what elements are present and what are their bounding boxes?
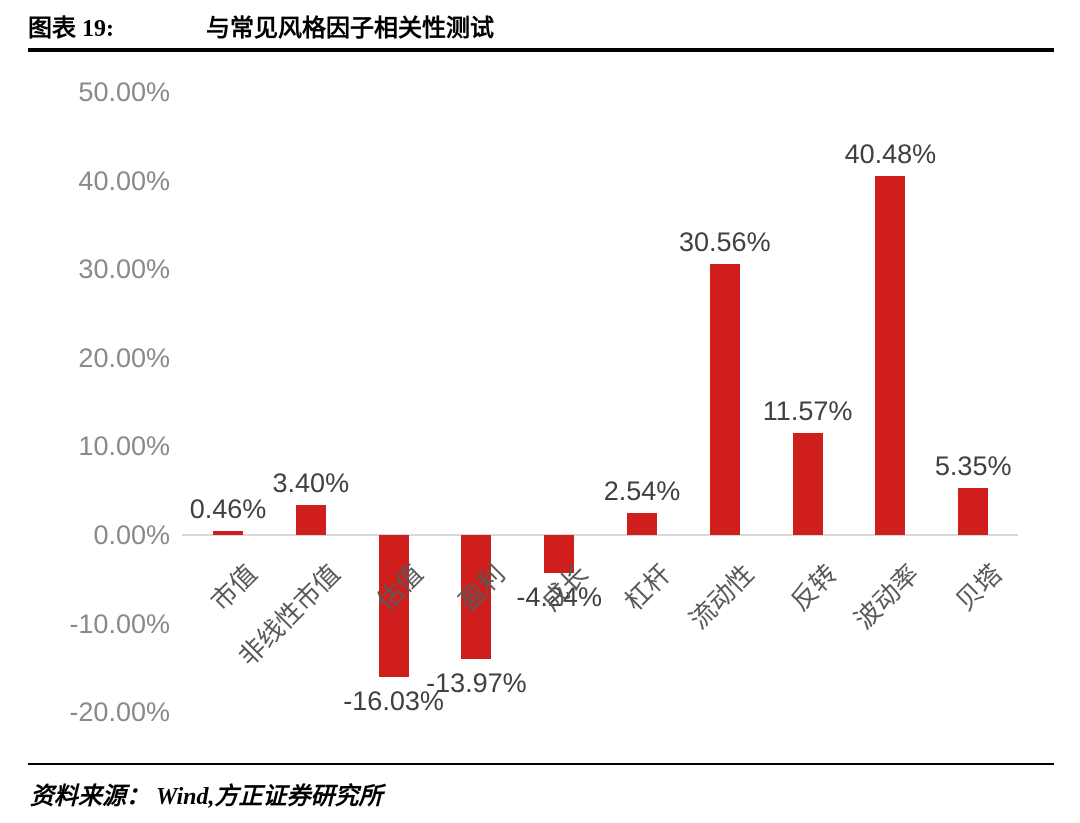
bar-value-label: -13.97%: [426, 667, 527, 698]
bar: [295, 504, 326, 535]
bar-value-label: 2.54%: [603, 475, 681, 506]
page-title: 与常见风格因子相关性测试: [206, 16, 494, 42]
footer-divider: [28, 763, 1054, 765]
y-axis-tick: 0.00%: [93, 520, 170, 550]
y-axis-tick: 40.00%: [78, 165, 170, 196]
x-axis-line: [182, 534, 1018, 536]
bar-value-label: 0.46%: [189, 493, 267, 524]
x-axis-label: 贝塔: [949, 558, 1008, 617]
x-axis-label: 估值: [370, 558, 429, 617]
bar: [792, 432, 823, 535]
y-axis-tick: 10.00%: [78, 431, 170, 462]
figure-label: 图表 19:: [28, 16, 114, 42]
y-axis-tick: -10.00%: [69, 608, 170, 639]
bar-value-label: 40.48%: [844, 139, 937, 170]
y-axis-tick: 50.00%: [78, 77, 170, 108]
bar-value-label: -16.03%: [343, 685, 444, 716]
bar: [378, 535, 409, 677]
y-axis-tick: 30.00%: [78, 254, 170, 285]
bar: [544, 535, 575, 573]
x-axis-label: 波动率: [848, 558, 926, 635]
x-axis-label: 市值: [204, 558, 263, 617]
bar: [213, 530, 243, 535]
bar-value-label: 3.40%: [272, 467, 350, 498]
x-axis-label: 反转: [784, 558, 843, 617]
y-axis-tick: -20.00%: [69, 697, 170, 728]
bar: [627, 512, 657, 535]
source-note: 资料来源： Wind,方正证券研究所: [30, 784, 383, 810]
bar: [875, 176, 906, 535]
bar: [461, 535, 492, 659]
header-divider: [28, 48, 1054, 52]
bar-value-label: 30.56%: [679, 227, 771, 258]
bar-value-label: 11.57%: [762, 395, 853, 426]
bar: [709, 264, 740, 535]
y-axis-tick: 20.00%: [78, 342, 170, 373]
bar-value-label: -4.24%: [516, 581, 602, 612]
bar-value-label: 5.35%: [934, 450, 1012, 481]
chart-header: 图表 19: 与常见风格因子相关性测试: [28, 8, 494, 43]
x-axis-label: 流动性: [683, 558, 760, 635]
bar: [958, 487, 989, 535]
